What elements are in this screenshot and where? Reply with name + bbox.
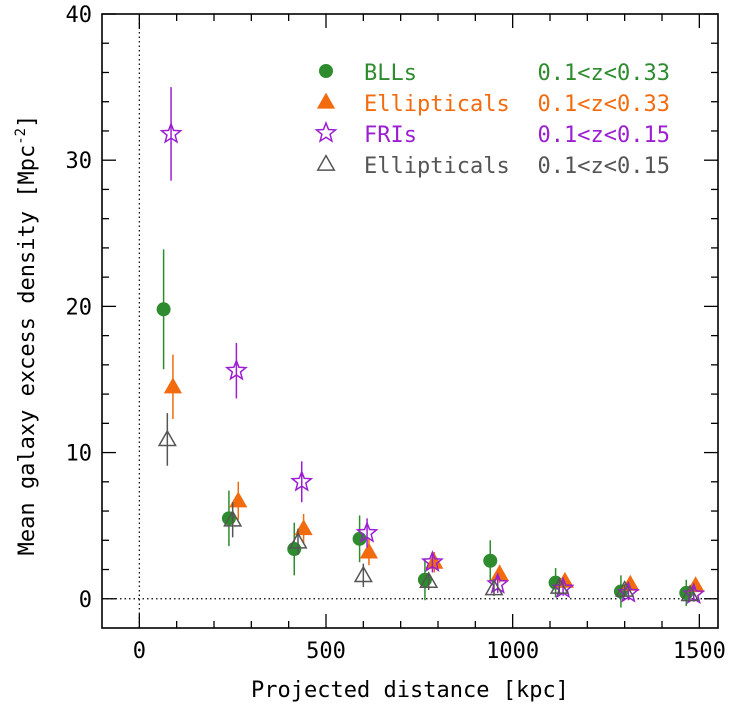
y-axis-label-superscript: -2 xyxy=(13,128,29,145)
plot-frame xyxy=(101,13,719,629)
legend-marker xyxy=(316,92,336,109)
data-point xyxy=(224,358,248,381)
data-point xyxy=(355,520,379,543)
data-point xyxy=(290,469,314,492)
series-blls-0 xyxy=(156,249,694,608)
legend-name: Ellipticals xyxy=(364,92,510,117)
data-point xyxy=(163,377,183,394)
data-point xyxy=(420,550,444,572)
data-point xyxy=(616,580,640,603)
legend-name: FRIs xyxy=(364,123,417,148)
y-axis-label-close: ] xyxy=(15,115,40,128)
data-point xyxy=(419,571,439,589)
data-point xyxy=(288,531,308,549)
data-point xyxy=(484,578,504,596)
y-tick-label: 30 xyxy=(66,149,93,174)
legend-name: BLLs xyxy=(364,61,417,86)
y-tick-label: 10 xyxy=(66,442,93,467)
data-point xyxy=(157,429,177,447)
legend-marker xyxy=(314,120,338,143)
legend-name: Ellipticals xyxy=(364,154,510,179)
legend-entry: Ellipticals 0.1<z<0.15 xyxy=(316,154,670,179)
reference-lines xyxy=(102,14,718,628)
data-point xyxy=(229,491,248,508)
legend-entry: BLLs 0.1<z<0.33 xyxy=(319,61,670,86)
axes: 0 500 1000 1500 0 10 20 30 40 xyxy=(66,3,726,664)
data-point xyxy=(549,577,569,594)
data-point xyxy=(159,121,183,144)
y-tick-label: 0 xyxy=(79,588,92,613)
y-tick-label: 40 xyxy=(66,3,93,28)
legend-entry: FRIs 0.1<z<0.15 xyxy=(314,120,670,148)
x-tick-label: 0 xyxy=(133,639,146,664)
y-axis-label-main: Mean galaxy excess density [Mpc xyxy=(15,145,40,556)
x-tick-label: 1500 xyxy=(673,639,726,664)
legend-marker xyxy=(319,64,333,78)
data-point xyxy=(294,519,313,536)
legend-entry: Ellipticals 0.1<z<0.33 xyxy=(316,92,670,117)
data-point xyxy=(615,580,635,597)
legend-range: 0.1<z<0.33 xyxy=(538,61,670,86)
data-point xyxy=(680,584,700,602)
data-point xyxy=(287,542,302,557)
data-point xyxy=(359,542,379,559)
series-fris-2 xyxy=(159,87,706,605)
data-point xyxy=(223,509,243,527)
x-tick-label: 500 xyxy=(306,639,346,664)
y-axis-label: Mean galaxy excess density [Mpc-2] xyxy=(13,115,40,556)
x-tick-label: 1000 xyxy=(486,639,539,664)
data-point xyxy=(156,302,171,317)
series-ellipticals-3 xyxy=(157,413,700,602)
legend-range: 0.1<z<0.33 xyxy=(538,92,670,117)
series-ellipticals-1 xyxy=(163,354,705,593)
legend-range: 0.1<z<0.15 xyxy=(538,123,670,148)
data-point xyxy=(486,572,510,594)
legend: BLLs 0.1<z<0.33 Ellipticals 0.1<z<0.33 FRIs 0… xyxy=(314,61,670,179)
x-axis-label: Projected distance [kpc] xyxy=(251,678,569,703)
data-series xyxy=(156,87,706,608)
legend-range: 0.1<z<0.15 xyxy=(538,154,670,179)
data-point xyxy=(483,553,498,568)
y-tick-label: 20 xyxy=(66,295,93,320)
data-point xyxy=(353,565,373,583)
legend-marker xyxy=(316,154,336,171)
